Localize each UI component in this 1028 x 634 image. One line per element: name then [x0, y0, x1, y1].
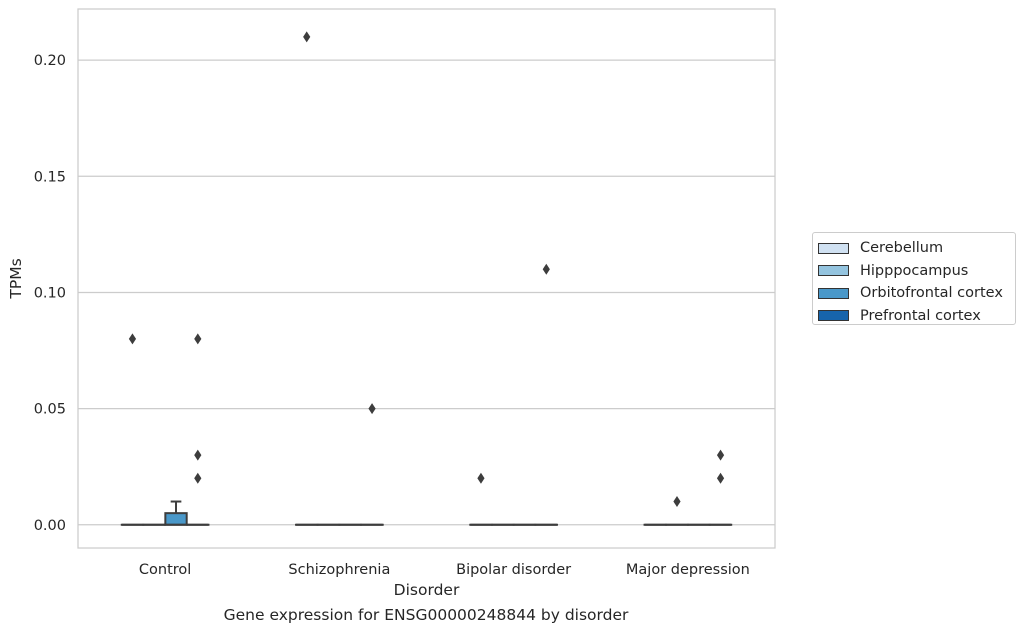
outlier-point [368, 403, 376, 415]
outlier-point [194, 472, 202, 484]
outlier-point [303, 31, 311, 43]
box-plot-boxes [120, 500, 733, 526]
y-axis-label: TPMs [7, 258, 25, 299]
plot-frame [77, 8, 776, 549]
legend: Cerebellum Hipppocampus Orbitofrontal cort… [812, 232, 1016, 325]
grid-lines [78, 59, 775, 526]
outlier-point [673, 496, 681, 508]
legend-swatch [818, 310, 849, 322]
outlier-point [542, 263, 550, 275]
legend-label: Hipppocampus [860, 262, 969, 279]
y-tick-label: 0.10 [34, 285, 66, 301]
x-tick-label: Control [139, 562, 191, 578]
x-tick-label: Major depression [626, 562, 750, 578]
legend-label: Orbitofrontal cortex [860, 285, 1003, 302]
outlier-point [716, 472, 725, 484]
legend-swatch [818, 265, 849, 277]
legend-label: Prefrontal cortex [860, 307, 981, 324]
box-orbitofrontal-cortex [164, 500, 188, 526]
legend-label: Cerebellum [860, 240, 944, 257]
box [164, 512, 188, 526]
outlier-point [194, 449, 202, 461]
legend-item: Prefrontal cortex [818, 305, 1015, 328]
outlier-point [128, 333, 137, 345]
chart-caption: Gene expression for ENSG00000248844 by d… [223, 606, 629, 624]
axis-tick-labels: 0.00 0.05 0.10 0.15 0.20 Control Schizophrenia… [34, 53, 750, 578]
y-tick-label: 0.20 [34, 53, 66, 69]
x-axis-label: Disorder [394, 581, 460, 599]
outlier-point [716, 449, 725, 461]
x-tick-label: Schizophrenia [288, 562, 390, 578]
legend-item: Orbitofrontal cortex [818, 282, 1015, 305]
x-tick-label: Bipolar disorder [456, 562, 571, 578]
outlier-point [194, 333, 202, 345]
outlier-point [477, 472, 485, 484]
legend-swatch [818, 242, 849, 254]
y-tick-label: 0.15 [34, 169, 66, 185]
legend-swatch [818, 287, 849, 299]
legend-item: Cerebellum [818, 237, 1015, 260]
legend-item: Hipppocampus [818, 260, 1015, 283]
outlier-points [128, 31, 725, 508]
y-tick-label: 0.05 [34, 402, 66, 418]
y-tick-label: 0.00 [34, 518, 66, 534]
